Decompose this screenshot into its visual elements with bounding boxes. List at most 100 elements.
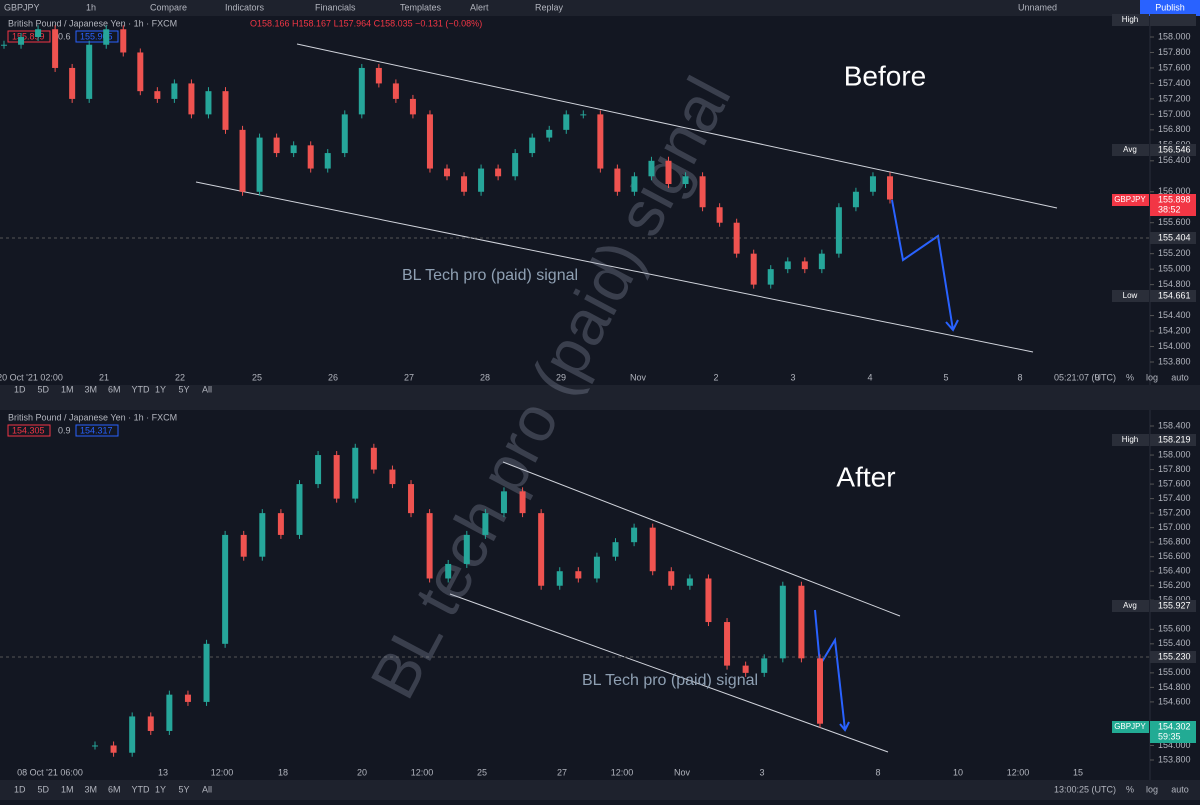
toolbar-item[interactable]: Templates: [400, 2, 442, 12]
price-tag: [1150, 434, 1196, 446]
scale-option[interactable]: %: [1126, 784, 1134, 794]
x-tick-label: 3: [759, 767, 764, 777]
y-tick-label: 153.800: [1158, 754, 1191, 764]
toolbar-item[interactable]: Indicators: [225, 2, 265, 12]
candle: [461, 176, 468, 192]
x-tick-label: 08 Oct '21 06:00: [17, 767, 83, 777]
range-button[interactable]: 6M: [108, 384, 121, 394]
scale-option[interactable]: auto: [1171, 372, 1189, 382]
candle: [887, 176, 893, 200]
scale-option[interactable]: auto: [1171, 784, 1189, 794]
candle: [358, 67, 365, 115]
candle: [482, 513, 489, 535]
candle: [273, 137, 280, 154]
x-tick-label: 5: [943, 372, 948, 382]
candle: [529, 137, 536, 154]
candle: [69, 67, 76, 99]
y-tick-label: 156.400: [1158, 155, 1191, 165]
x-tick-label: 3: [790, 372, 795, 382]
spread: 0.6: [58, 31, 71, 41]
range-button[interactable]: 1Y: [155, 784, 166, 794]
y-tick-label: 157.400: [1158, 78, 1191, 88]
ask[interactable]: 154.317: [80, 425, 113, 435]
candle: [408, 484, 415, 514]
candle: [546, 129, 553, 138]
candle: [818, 253, 825, 270]
toolbar-item[interactable]: Financials: [315, 2, 356, 12]
trend-lines: [195, 43, 1058, 753]
bid[interactable]: 155.899: [12, 31, 45, 41]
y-tick-label: 156.800: [1158, 537, 1191, 547]
scale-option[interactable]: log: [1146, 784, 1158, 794]
x-tick-label: Nov: [630, 372, 647, 382]
range-button[interactable]: 5D: [38, 784, 50, 794]
y-tick-label: 155.400: [1158, 638, 1191, 648]
scale-option[interactable]: %: [1126, 372, 1134, 382]
bid[interactable]: 154.305: [12, 425, 45, 435]
tag-name: High: [1122, 15, 1138, 24]
y-tick-label: 157.800: [1158, 464, 1191, 474]
y-tick-label: 157.400: [1158, 493, 1191, 503]
toolbar-item[interactable]: Replay: [535, 2, 564, 12]
x-tick-label: 18: [278, 767, 288, 777]
range-button[interactable]: 3M: [85, 784, 98, 794]
range-button[interactable]: 1D: [14, 784, 26, 794]
toolbar-item[interactable]: Compare: [150, 2, 187, 12]
candle: [852, 191, 859, 208]
x-tick-label: 25: [252, 372, 262, 382]
toolbar-bg: [0, 0, 1200, 16]
x-tick-label: 27: [557, 767, 567, 777]
range-button[interactable]: 1Y: [155, 384, 166, 394]
candle: [593, 556, 600, 579]
scale-option[interactable]: log: [1146, 372, 1158, 382]
price-tag: [1150, 194, 1196, 216]
range-button[interactable]: 1M: [61, 384, 74, 394]
candle: [699, 176, 706, 208]
range-button[interactable]: 5D: [38, 384, 50, 394]
candle: [277, 513, 284, 535]
candle: [184, 694, 191, 702]
interval[interactable]: 1h: [86, 2, 96, 12]
price-tag: [1150, 600, 1196, 612]
candle: [375, 67, 382, 84]
range-button[interactable]: 5Y: [179, 784, 190, 794]
range-button[interactable]: All: [202, 384, 212, 394]
y-tick-label: 157.000: [1158, 109, 1191, 119]
range-button[interactable]: 1D: [14, 384, 26, 394]
publish[interactable]: Publish: [1155, 2, 1185, 12]
candle: [512, 153, 519, 177]
candle: [444, 168, 450, 177]
candle: [426, 513, 433, 579]
candle: [631, 527, 638, 543]
candle: [205, 91, 212, 115]
x-tick-label: 12:00: [411, 767, 434, 777]
toolbar-item[interactable]: Alert: [470, 2, 489, 12]
candle: [779, 585, 786, 659]
candle: [724, 622, 731, 666]
y-tick-label: 155.000: [1158, 264, 1191, 274]
y-tick-label: 157.200: [1158, 508, 1191, 518]
price-tag: [1150, 290, 1196, 302]
candle: [129, 716, 136, 753]
range-button[interactable]: 5Y: [179, 384, 190, 394]
range-button[interactable]: 3M: [85, 384, 98, 394]
range-button[interactable]: YTD: [132, 784, 151, 794]
candle: [147, 716, 154, 731]
ask[interactable]: 155.905: [80, 31, 113, 41]
candle: [495, 168, 502, 177]
range-button[interactable]: 6M: [108, 784, 121, 794]
publish-button[interactable]: [1140, 0, 1200, 16]
candle: [315, 455, 322, 485]
bid-box: [7, 30, 51, 43]
x-tick-label: 8: [875, 767, 880, 777]
candle: [240, 534, 247, 557]
layout-name[interactable]: Unnamed: [1018, 2, 1057, 12]
signal-label: BL Tech pro (paid) signal: [402, 267, 578, 284]
candle: [556, 571, 563, 586]
range-button[interactable]: YTD: [132, 384, 151, 394]
candle: [705, 578, 712, 623]
tag-name: Avg: [1123, 601, 1137, 610]
range-button[interactable]: 1M: [61, 784, 74, 794]
range-button[interactable]: All: [202, 784, 212, 794]
